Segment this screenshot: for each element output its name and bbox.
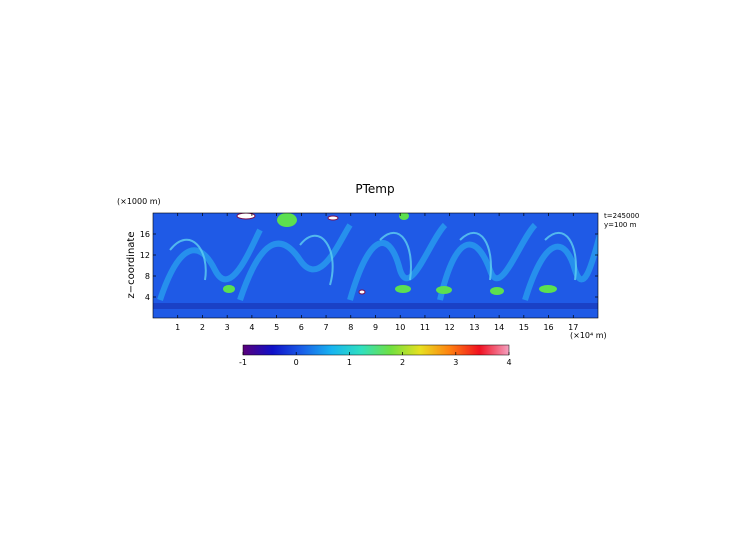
y-tick-label: 8 — [145, 272, 150, 281]
x-unit: (×10⁴ m) — [570, 331, 607, 340]
colorbar-tick-label: 2 — [400, 358, 405, 367]
field — [153, 213, 598, 318]
chart-title: PTemp — [355, 182, 394, 196]
annotation: y=100 m — [604, 221, 637, 229]
x-tick-label: 14 — [494, 323, 504, 332]
colorbar-tick-label: 3 — [453, 358, 458, 367]
colorbar-tick-label: 0 — [294, 358, 299, 367]
x-tick-label: 3 — [225, 323, 230, 332]
x-tick-label: 4 — [249, 323, 254, 332]
x-tick-label: 15 — [519, 323, 529, 332]
x-tick-label: 11 — [420, 323, 430, 332]
y-label: z−coordinate — [126, 232, 137, 299]
x-tick-label: 12 — [445, 323, 455, 332]
colorbar — [242, 344, 510, 356]
y-tick-label: 12 — [140, 251, 150, 260]
x-tick-label: 9 — [373, 323, 378, 332]
colorbar-tick-label: 4 — [506, 358, 511, 367]
y-tick-label: 4 — [145, 293, 150, 302]
x-tick-label: 6 — [299, 323, 304, 332]
x-tick-label: 2 — [200, 323, 205, 332]
x-tick-label: 8 — [348, 323, 353, 332]
colorbar-tick-label: 1 — [347, 358, 352, 367]
x-tick-label: 17 — [568, 323, 578, 332]
y-tick-label: 16 — [140, 230, 150, 239]
x-tick-label: 7 — [324, 323, 329, 332]
x-tick-label: 13 — [469, 323, 479, 332]
x-tick-label: 16 — [543, 323, 553, 332]
x-tick-label: 5 — [274, 323, 279, 332]
annotation: t=245000 — [604, 212, 639, 220]
y-unit: (×1000 m) — [117, 197, 161, 206]
colorbar-tick-label: -1 — [239, 358, 247, 367]
x-tick-label: 1 — [175, 323, 180, 332]
x-tick-label: 10 — [395, 323, 405, 332]
